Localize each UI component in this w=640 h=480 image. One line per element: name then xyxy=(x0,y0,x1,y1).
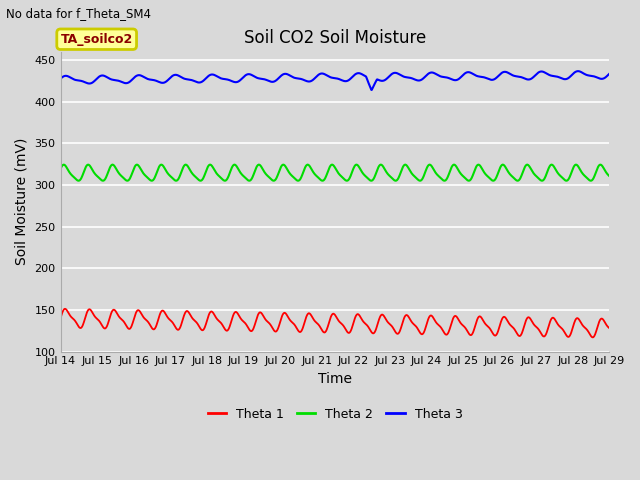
Theta 3 xyxy=(301,77,308,83)
Theta 3 xyxy=(369,84,377,90)
Theta 2 xyxy=(311,171,319,177)
Theta 3 xyxy=(99,72,107,78)
Theta 1 xyxy=(290,321,298,327)
Theta 1 xyxy=(61,306,68,312)
Theta 3 xyxy=(367,87,375,93)
Theta 1 xyxy=(369,330,377,336)
Y-axis label: Soil Moisture (mV): Soil Moisture (mV) xyxy=(15,138,29,265)
Theta 1 xyxy=(100,324,108,330)
Line: Theta 3: Theta 3 xyxy=(61,71,609,90)
Theta 1 xyxy=(589,335,596,340)
Theta 1 xyxy=(57,315,65,321)
Theta 2 xyxy=(122,177,129,183)
Legend: Theta 1, Theta 2, Theta 3: Theta 1, Theta 2, Theta 3 xyxy=(202,403,467,426)
Theta 3 xyxy=(605,71,613,77)
Text: No data for f_Theta_SM4: No data for f_Theta_SM4 xyxy=(6,7,152,20)
Theta 3 xyxy=(57,76,65,82)
Theta 2 xyxy=(290,175,298,180)
Theta 2 xyxy=(605,173,613,179)
Theta 2 xyxy=(301,165,309,170)
Theta 2 xyxy=(99,178,107,183)
Theta 3 xyxy=(289,74,297,80)
Theta 2 xyxy=(109,162,116,168)
Theta 1 xyxy=(605,325,613,331)
Theta 3 xyxy=(122,80,129,86)
Theta 1 xyxy=(311,318,319,324)
Theta 3 xyxy=(574,68,582,74)
Theta 2 xyxy=(57,166,65,172)
Line: Theta 2: Theta 2 xyxy=(61,165,609,180)
Line: Theta 1: Theta 1 xyxy=(61,309,609,337)
Theta 1 xyxy=(122,322,129,327)
X-axis label: Time: Time xyxy=(318,372,352,386)
Title: Soil CO2 Soil Moisture: Soil CO2 Soil Moisture xyxy=(244,29,426,48)
Theta 3 xyxy=(311,75,319,81)
Text: TA_soilco2: TA_soilco2 xyxy=(61,33,132,46)
Theta 2 xyxy=(538,178,546,183)
Theta 2 xyxy=(369,177,377,182)
Theta 1 xyxy=(301,318,309,324)
